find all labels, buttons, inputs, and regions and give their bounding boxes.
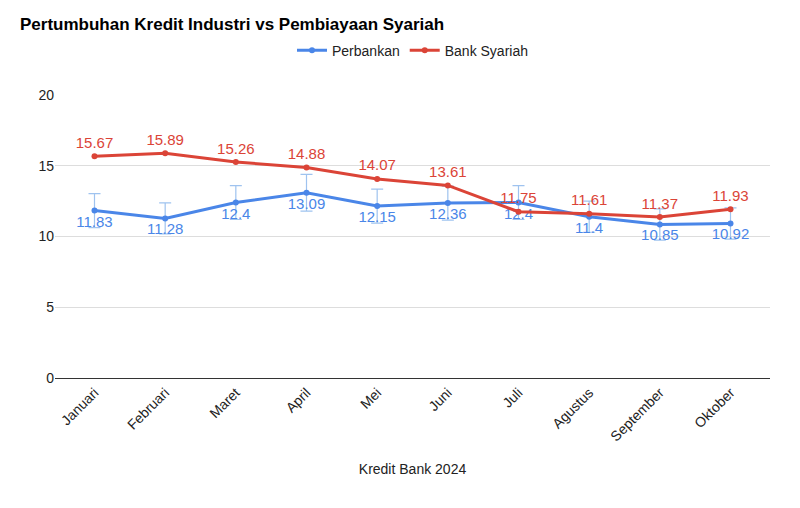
svg-text:Pertumbuhan Kredit Industri vs: Pertumbuhan Kredit Industri vs Pembiayaa… — [20, 15, 444, 34]
svg-text:15: 15 — [38, 158, 54, 174]
svg-text:11.4: 11.4 — [575, 219, 603, 236]
svg-text:14.88: 14.88 — [288, 145, 326, 162]
svg-text:September: September — [607, 384, 667, 444]
svg-text:11.83: 11.83 — [76, 213, 112, 230]
svg-text:13.61: 13.61 — [429, 163, 467, 180]
svg-text:5: 5 — [46, 299, 54, 315]
svg-text:Januari: Januari — [58, 385, 102, 429]
svg-text:15.26: 15.26 — [217, 140, 255, 157]
svg-text:0: 0 — [46, 370, 54, 386]
svg-text:11.37: 11.37 — [642, 195, 678, 212]
svg-text:Juli: Juli — [499, 385, 525, 411]
svg-text:10: 10 — [38, 228, 54, 244]
svg-text:Juni: Juni — [425, 385, 454, 414]
svg-text:12.15: 12.15 — [358, 208, 396, 225]
svg-text:12.4: 12.4 — [504, 205, 533, 222]
svg-text:20: 20 — [38, 87, 54, 103]
svg-text:12.4: 12.4 — [221, 205, 250, 222]
svg-text:13.09: 13.09 — [288, 195, 326, 212]
svg-text:10.85: 10.85 — [641, 226, 679, 243]
svg-text:Oktober: Oktober — [691, 384, 738, 431]
svg-text:14.07: 14.07 — [358, 156, 396, 173]
svg-text:Mei: Mei — [357, 385, 384, 412]
svg-text:Kredit Bank 2024: Kredit Bank 2024 — [359, 461, 467, 477]
svg-text:Bank Syariah: Bank Syariah — [445, 43, 528, 59]
svg-text:11.93: 11.93 — [712, 187, 748, 204]
svg-text:11.28: 11.28 — [147, 220, 183, 237]
svg-text:Maret: Maret — [206, 384, 243, 421]
svg-text:Februari: Februari — [124, 385, 172, 433]
svg-text:Perbankan: Perbankan — [332, 43, 400, 59]
svg-text:15.89: 15.89 — [146, 131, 184, 148]
svg-text:12.36: 12.36 — [429, 205, 467, 222]
svg-text:11.61: 11.61 — [571, 191, 607, 208]
svg-text:April: April — [282, 385, 313, 416]
svg-text:11.75: 11.75 — [500, 189, 536, 206]
svg-text:15.67: 15.67 — [76, 134, 114, 151]
svg-text:10.92: 10.92 — [712, 225, 750, 242]
svg-text:Agustus: Agustus — [549, 385, 596, 432]
